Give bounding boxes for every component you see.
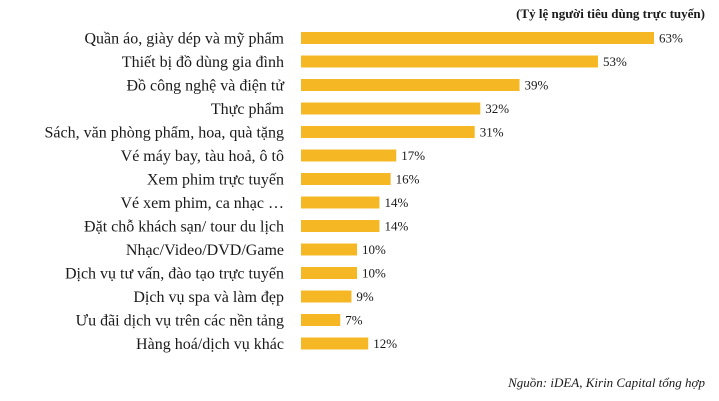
category-label: Ưu đãi dịch vụ trên các nền tảng [76, 313, 284, 330]
value-label: 10% [362, 266, 386, 281]
value-label: 39% [525, 78, 549, 93]
bar [301, 79, 520, 91]
value-label: 17% [401, 148, 425, 163]
category-label: Đặt chỗ khách sạn/ tour du lịch [84, 219, 284, 236]
value-label: 14% [384, 219, 408, 234]
category-label: Hàng hoá/dịch vụ khác [136, 336, 284, 353]
bar [301, 220, 380, 232]
bar [301, 337, 369, 350]
category-label: Dịch vụ tư vấn, đào tạo trực tuyến [65, 266, 284, 283]
bar [301, 314, 341, 326]
category-label: Dịch vụ spa và làm đẹp [133, 289, 284, 306]
category-label: Quần áo, giày dép và mỹ phẩm [85, 31, 285, 48]
value-label: 16% [396, 172, 420, 187]
category-label: Sách, văn phòng phẩm, hoa, quà tặng [45, 125, 285, 142]
bar [301, 126, 475, 138]
bar [301, 149, 397, 162]
bar [301, 290, 352, 303]
category-label: Thiết bị đồ dùng gia đình [122, 54, 284, 71]
bar [301, 196, 380, 209]
value-labels: 63% 53% 39% 32% 31% 17% 16% 14% 14% 10% 10% 9% 7% 12% [345, 31, 683, 352]
category-label: Nhạc/Video/DVD/Game [126, 242, 284, 259]
value-label: 31% [480, 125, 504, 140]
source-note: Nguồn: iDEA, Kirin Capital tổng hợp [508, 375, 705, 390]
bar [301, 173, 391, 185]
unit-note: (Tỷ lệ người tiêu dùng trực tuyến) [516, 6, 705, 21]
value-label: 9% [356, 289, 374, 304]
value-label: 10% [362, 242, 386, 257]
category-label: Vé máy bay, tàu hoả, ô tô [121, 148, 284, 165]
category-label: Thực phẩm [211, 101, 285, 118]
value-label: 63% [659, 31, 683, 46]
value-label: 7% [345, 313, 363, 328]
bars [301, 32, 654, 350]
category-label: Xem phim trực tuyến [147, 172, 284, 189]
value-label: 12% [373, 336, 397, 351]
category-labels: Quần áo, giày dép và mỹ phẩm Thiết bị đồ … [45, 31, 286, 354]
bar [301, 55, 598, 68]
bar [301, 267, 358, 279]
category-label: Vé xem phim, ca nhạc … [121, 195, 285, 212]
value-label: 53% [603, 54, 627, 69]
bar [301, 102, 481, 115]
value-label: 14% [384, 195, 408, 210]
value-label: 32% [485, 101, 509, 116]
bar [301, 32, 654, 44]
category-label: Đồ công nghệ và điện tử [126, 78, 285, 95]
bar [301, 243, 358, 256]
